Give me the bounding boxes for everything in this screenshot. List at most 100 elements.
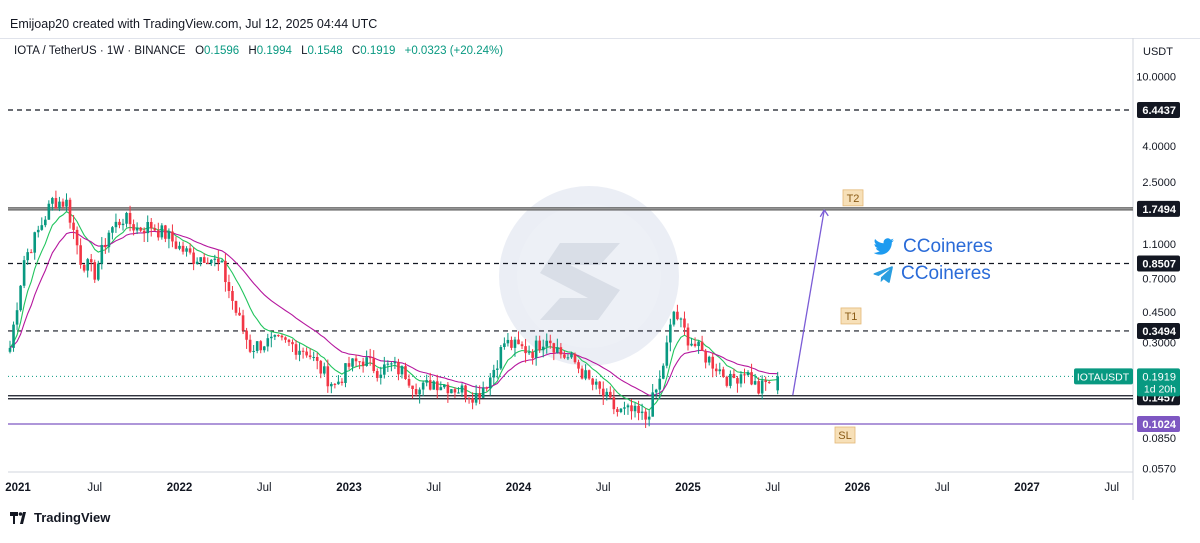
candle-body xyxy=(760,380,764,394)
candle-body xyxy=(510,339,513,348)
candle-body xyxy=(79,245,82,265)
candle-body xyxy=(75,229,79,246)
candle-body xyxy=(386,363,390,365)
candle-body xyxy=(633,405,637,412)
level-price-label: 6.4437 xyxy=(1142,105,1176,117)
candle-body xyxy=(397,361,400,375)
candle-body xyxy=(40,225,44,230)
candle-body xyxy=(44,219,47,226)
chart-author-line: Emijoap20 created with TradingView.com, … xyxy=(10,17,378,31)
candlesticks xyxy=(8,190,779,428)
candle-body xyxy=(457,392,460,394)
candle-body xyxy=(672,311,676,325)
candle-body xyxy=(358,361,361,363)
candle-body xyxy=(111,227,114,233)
candle-body xyxy=(149,222,153,229)
candle-body xyxy=(570,353,573,358)
candle-body xyxy=(217,258,220,263)
candle-body xyxy=(132,224,135,231)
time-axis[interactable]: 2021 Jul 2022 Jul 2023 Jul 2024 Jul 2025 Jul 2026 J… xyxy=(5,482,1119,494)
price-change: +0.0323 (+20.24%) xyxy=(404,45,504,57)
candle-body xyxy=(637,405,640,414)
telegram-handle: CCoineres xyxy=(901,263,991,284)
candle-body xyxy=(513,339,517,348)
candle-body xyxy=(347,363,351,367)
symbol-pair: IOTA / TetherUS · 1W · BINANCE xyxy=(14,45,186,57)
level-price-box xyxy=(1137,102,1180,118)
candle-body xyxy=(464,385,467,398)
time-tick-label: 2026 xyxy=(845,482,871,494)
candle-body xyxy=(450,389,453,394)
candle-body xyxy=(294,344,298,355)
candle-body xyxy=(552,343,556,353)
candle-body xyxy=(630,405,633,412)
time-tick-label: 2025 xyxy=(675,482,701,494)
candle-body xyxy=(121,223,125,226)
projection-arrowhead xyxy=(819,209,829,218)
candle-body xyxy=(411,385,414,390)
candle-body xyxy=(598,381,602,389)
candle-body xyxy=(729,373,732,386)
price-axis[interactable]: USDT 10.0000 4.0000 2.5000 1.1000 0.7000 0.450… xyxy=(1074,46,1180,475)
open-value: 0.1596 xyxy=(204,45,240,57)
candle-body xyxy=(612,397,616,410)
candle-body xyxy=(379,374,383,378)
candle-body xyxy=(51,198,54,204)
time-tick-label: Jul xyxy=(935,482,950,494)
candle-body xyxy=(114,221,118,228)
candle-body xyxy=(488,377,492,389)
level-price-box xyxy=(1137,255,1180,272)
candle-body xyxy=(192,252,195,264)
candle-body xyxy=(372,358,376,372)
candle-body xyxy=(312,356,315,358)
horizontal-levels: T2 T1 SL xyxy=(8,109,1133,444)
candle-body xyxy=(351,358,354,367)
candle-body xyxy=(26,252,29,261)
candle-body xyxy=(690,343,693,346)
candle-body xyxy=(224,260,227,283)
candle-body xyxy=(118,221,121,226)
candle-body xyxy=(506,339,510,344)
candle-body xyxy=(104,244,107,248)
candle-body xyxy=(517,339,520,345)
candle-body xyxy=(266,338,270,347)
candle-body xyxy=(732,373,736,379)
candle-body xyxy=(252,350,255,352)
candle-body xyxy=(478,393,481,398)
candle-body xyxy=(33,232,37,253)
time-tick-label: Jul xyxy=(596,482,611,494)
high-label: H xyxy=(248,45,257,57)
candle-body xyxy=(545,340,549,347)
price-chart[interactable]: T2 T1 SL USDT 10.0000 4.0000 2.5000 1.1000 0.70… xyxy=(0,38,1200,500)
candle-body xyxy=(711,356,715,369)
candle-body xyxy=(107,232,111,248)
candle-body xyxy=(616,409,619,413)
candle-body xyxy=(439,387,443,391)
candle-body xyxy=(496,368,499,370)
candle-body xyxy=(750,372,753,385)
candle-body xyxy=(460,385,464,393)
candle-body xyxy=(93,262,97,280)
last-price-label: 0.1919 xyxy=(1142,371,1176,383)
candle-body xyxy=(153,228,157,231)
candle-body xyxy=(361,361,365,366)
candle-body xyxy=(280,335,284,338)
candle-body xyxy=(22,260,26,286)
candle-body xyxy=(707,356,711,363)
candle-body xyxy=(291,342,294,345)
candle-body xyxy=(12,324,15,348)
candle-body xyxy=(142,230,146,234)
price-tick-label: 2.5000 xyxy=(1142,177,1176,189)
level-price-box xyxy=(1137,200,1180,217)
symbol-tag-label: IOTAUSDT xyxy=(1077,371,1130,383)
candle-body xyxy=(19,285,22,311)
candle-body xyxy=(365,357,368,366)
time-tick-label: Jul xyxy=(257,482,272,494)
candle-body xyxy=(566,357,570,359)
candle-body xyxy=(725,376,729,386)
symbol-legend: IOTA / TetherUS · 1W · BINANCE O0.1596 H… xyxy=(14,45,503,57)
candle-body xyxy=(425,380,428,383)
candle-body xyxy=(492,369,496,378)
candle-body xyxy=(262,346,266,351)
candle-body xyxy=(8,347,12,352)
